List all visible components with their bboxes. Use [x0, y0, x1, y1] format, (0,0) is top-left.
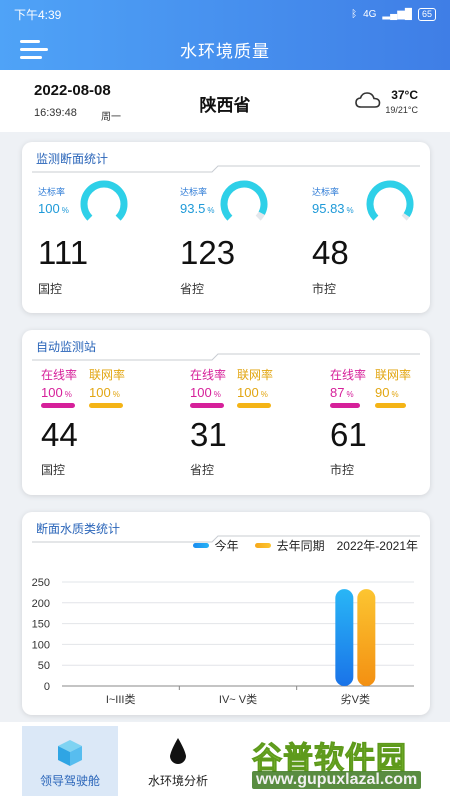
network-rate: 100% — [237, 385, 268, 400]
rate-label: 达标率 — [312, 187, 340, 197]
rate-value: 95.83% — [312, 201, 354, 216]
bottom-tab-bar: 领导驾驶舱 水环境分析 — [0, 722, 450, 800]
rate-gauge — [80, 180, 128, 221]
battery-level: 65 — [417, 7, 436, 21]
online-rate: 100% — [190, 385, 221, 400]
water-quality-title: 断面水质类统计 — [36, 522, 121, 536]
signal-icon: ▂▄▆█ — [382, 8, 412, 20]
y-tick-label: 200 — [32, 598, 50, 610]
count-label: 市控 — [330, 463, 355, 477]
y-tick-label: 0 — [44, 681, 50, 693]
tab-cockpit[interactable]: 领导驾驶舱 — [22, 726, 118, 796]
count-value: 123 — [180, 234, 236, 271]
y-tick-label: 50 — [38, 660, 50, 672]
network-label: 联网率 — [237, 368, 274, 382]
rate-gauge — [220, 180, 268, 221]
count-value: 44 — [41, 416, 78, 453]
info-bar: 2022-08-08 16:39:48 周一 陕西省 37°C 19/21°C — [0, 70, 450, 132]
menu-icon[interactable] — [20, 34, 52, 64]
chart-legend: 今年 去年同期 2022年-2021年 — [192, 537, 418, 554]
count-value: 61 — [330, 416, 367, 453]
gauge-fill — [366, 180, 414, 221]
status-time: 下午4:39 — [14, 7, 62, 22]
auto-stations-card: 自动监测站 在线率 联网率 100% 100% 44 国控 在线率 联网率 10… — [22, 330, 430, 495]
count-label: 省控 — [180, 282, 205, 296]
section-stats-card: 监测断面统计 达标率 100% 111 国控 达标率 93.5% 123 省控 … — [22, 142, 430, 313]
rate-gauge — [366, 180, 414, 221]
water-quality-chart: 0 50 100 150 200 250 I~III类 IV~ V类 劣V类 — [32, 577, 414, 706]
water-drop-icon — [170, 738, 186, 764]
tab-label: 水环境分析 — [147, 774, 208, 788]
network-rate-bar — [237, 403, 271, 408]
temperature-range: 19/21°C — [385, 105, 418, 115]
rate-label: 达标率 — [180, 187, 208, 197]
rate-value: 100% — [38, 201, 69, 216]
x-tick-label: IV~ V类 — [219, 692, 257, 706]
bluetooth-icon: ᛒ — [351, 8, 358, 20]
status-icons: ᛒ 4G ▂▄▆█ 65 — [351, 7, 436, 21]
count-label: 省控 — [190, 463, 215, 477]
bar-last-year — [357, 589, 376, 686]
count-value: 111 — [38, 234, 89, 271]
status-bar: 下午4:39 ᛒ 4G ▂▄▆█ 65 — [0, 0, 450, 28]
tab-label: 领导驾驶舱 — [39, 774, 100, 788]
rate-value: 93.5% — [180, 201, 215, 216]
cube-icon — [58, 740, 82, 766]
online-label: 在线率 — [190, 368, 227, 382]
rate-label: 达标率 — [38, 187, 66, 197]
app-header: 水环境质量 — [0, 28, 450, 70]
count-label: 国控 — [38, 282, 63, 296]
y-tick-label: 150 — [32, 619, 50, 631]
legend-last-year: 去年同期 — [276, 539, 325, 553]
x-tick-label: I~III类 — [106, 692, 136, 706]
section-stats-title: 监测断面统计 — [36, 152, 109, 166]
water-quality-card: 断面水质类统计 今年 去年同期 2022年-2021年 0 50 100 150 200… — [22, 512, 430, 715]
count-label: 国控 — [41, 463, 66, 477]
auto-stations-title: 自动监测站 — [36, 340, 97, 354]
network-rate: 100% — [89, 385, 120, 400]
network-label: 联网率 — [89, 368, 126, 382]
online-label: 在线率 — [41, 368, 78, 382]
temperature: 37°C — [391, 88, 418, 102]
gauge-fill — [220, 180, 268, 221]
network-rate-bar — [375, 403, 406, 408]
online-rate-bar — [190, 403, 224, 408]
current-time: 16:39:48 — [34, 107, 77, 119]
cloud-icon — [355, 92, 381, 108]
online-label: 在线率 — [330, 368, 367, 382]
network-label: 联网率 — [375, 368, 412, 382]
gauge-fill — [80, 180, 128, 221]
bar-this-year — [335, 589, 354, 686]
legend-this-year: 今年 — [214, 539, 239, 553]
y-tick-label: 100 — [32, 639, 50, 651]
count-value: 48 — [312, 234, 349, 271]
province-selector[interactable]: 陕西省 — [199, 96, 251, 115]
network-rate: 90% — [375, 385, 399, 400]
weekday: 周一 — [101, 112, 121, 123]
legend-swatch-this-year — [192, 543, 209, 548]
count-label: 市控 — [312, 282, 337, 296]
online-rate-bar — [41, 403, 75, 408]
count-value: 31 — [190, 416, 227, 453]
online-rate-bar — [330, 403, 360, 408]
network-type: 4G — [363, 8, 377, 20]
network-rate-bar — [89, 403, 123, 408]
tab-water-analysis[interactable]: 水环境分析 — [130, 726, 226, 796]
y-tick-label: 250 — [32, 577, 50, 589]
current-date: 2022-08-08 — [34, 82, 111, 99]
page-title: 水环境质量 — [180, 41, 270, 61]
legend-period: 2022年-2021年 — [336, 539, 418, 553]
online-rate: 87% — [330, 385, 354, 400]
legend-swatch-last-year — [254, 543, 271, 548]
online-rate: 100% — [41, 385, 72, 400]
x-tick-label: 劣V类 — [341, 692, 370, 706]
